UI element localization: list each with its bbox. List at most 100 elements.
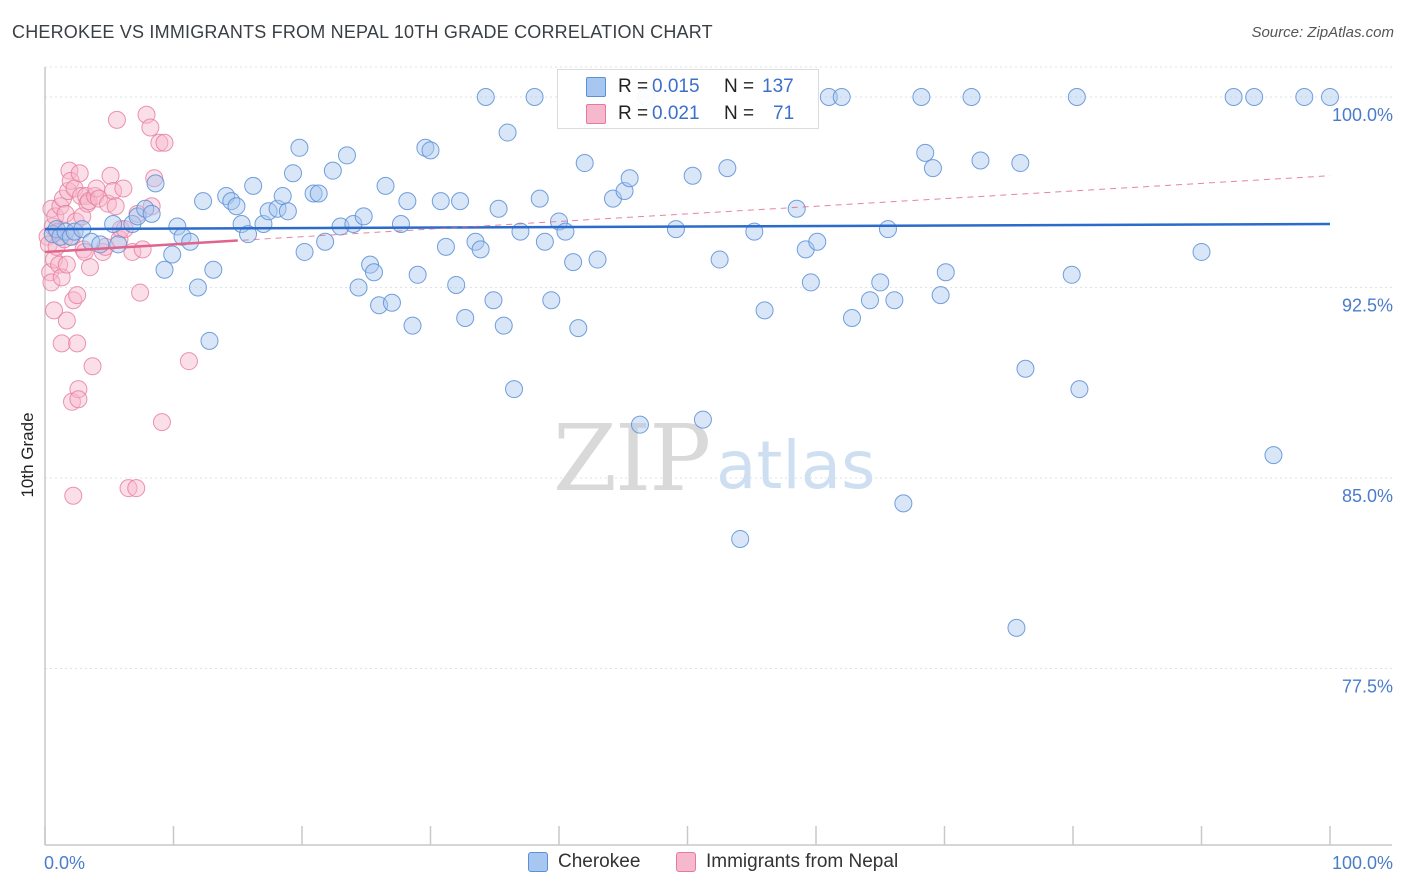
trend-lines (44, 175, 1331, 254)
cherokee-point (376, 176, 395, 195)
stats-n-label: N = (724, 103, 755, 124)
cherokee-point (630, 415, 649, 434)
legend-item-cherokee[interactable]: Cherokee (528, 851, 640, 873)
watermark-zip: ZIP (553, 405, 709, 512)
cherokee-point (337, 146, 356, 165)
y-tick-label: 77.5% (1342, 677, 1393, 697)
cherokee-point (421, 141, 440, 160)
legend-swatch-nepal (676, 852, 696, 872)
nepal-point (68, 286, 87, 305)
legend-swatch-cherokee (528, 852, 548, 872)
cherokee-point (912, 88, 931, 106)
cherokee-point (498, 123, 517, 142)
cherokee-point (349, 278, 368, 297)
cherokee-point (155, 260, 174, 279)
cherokee-point (1062, 265, 1081, 284)
stats-r-label: R = (618, 76, 649, 97)
x-tick-label-max: 100.0% (1332, 853, 1393, 873)
nepal-point (52, 334, 71, 353)
y-axis-label: 10th Grade (18, 412, 37, 498)
cherokee-point (542, 291, 561, 310)
nepal-point (57, 311, 76, 330)
nepal-point (68, 334, 87, 353)
cherokee-point (295, 242, 314, 261)
cherokee-point (1192, 242, 1211, 261)
cherokee-point (878, 220, 897, 239)
cherokee-point (801, 273, 820, 292)
nepal-point (69, 380, 88, 399)
series-nepal-points (38, 105, 198, 505)
cherokee-point (109, 235, 128, 254)
nepal-point (150, 133, 169, 152)
cherokee-point (718, 159, 737, 178)
nepal-point (127, 479, 146, 498)
cherokee-point (354, 207, 373, 226)
chart-title: CHEROKEE VS IMMIGRANTS FROM NEPAL 10TH G… (12, 22, 713, 42)
stats-n-value: 137 (762, 76, 794, 97)
y-tick-label: 85.0% (1342, 486, 1393, 506)
nepal-point (80, 258, 99, 277)
cherokee-point (168, 217, 187, 236)
cherokee-point (316, 232, 335, 251)
cherokee-point (484, 291, 503, 310)
cherokee-point (273, 187, 292, 206)
stats-n-value: 71 (773, 103, 795, 124)
cherokee-point (398, 192, 417, 211)
nepal-point (152, 413, 171, 432)
nepal-point (101, 166, 120, 185)
cherokee-point (683, 166, 702, 185)
cherokee-point (971, 151, 990, 170)
legend-item-nepal[interactable]: Immigrants from Nepal (676, 851, 898, 873)
cherokee-point (278, 202, 297, 221)
cherokee-point (489, 199, 508, 218)
source-label: Source: ZipAtlas.com (1251, 24, 1394, 41)
watermark: ZIP atlas (553, 405, 876, 512)
nepal-point (89, 189, 108, 208)
cherokee-point (431, 192, 450, 211)
nepal-point (179, 352, 198, 371)
cherokee-point (391, 215, 410, 233)
cherokee-point (530, 189, 549, 208)
cherokee-point (284, 164, 303, 183)
axes (44, 67, 1392, 846)
nepal-point (64, 486, 83, 505)
cherokee-point (550, 212, 568, 231)
cherokee-point (91, 235, 110, 254)
nepal-point (131, 283, 150, 302)
cherokee-point (666, 220, 685, 239)
cherokee-point (535, 232, 554, 251)
y-tick-label: 92.5% (1342, 296, 1393, 316)
cherokee-point (146, 174, 165, 193)
cherokee-point (1245, 88, 1264, 106)
cherokee-point (1224, 88, 1243, 106)
cherokee-point (894, 494, 913, 513)
nepal-trend-line-dashed (44, 175, 1331, 253)
cherokee-point (188, 278, 207, 297)
cherokee-point (476, 88, 495, 106)
cherokee-point (575, 154, 594, 173)
cherokee-point (309, 184, 328, 203)
cherokee-point (755, 301, 774, 320)
cherokee-point (323, 161, 342, 180)
stats-row-cherokee: R = 0.015 N = 137 (558, 74, 818, 100)
cherokee-point (819, 88, 838, 106)
cherokee-point (885, 291, 904, 310)
cherokee-point (142, 204, 161, 223)
stats-swatch-nepal (586, 104, 606, 124)
cherokee-point (447, 275, 466, 294)
cherokee-point (456, 308, 475, 327)
nepal-point (114, 179, 133, 198)
x-tick-label-min: 0.0% (44, 853, 85, 873)
stats-r-value: 0.015 (652, 76, 700, 97)
legend-label-nepal: Immigrants from Nepal (706, 851, 899, 872)
stats-row-nepal: R = 0.021 N = 71 (558, 101, 818, 127)
cherokee-point (222, 192, 241, 211)
stats-swatch-cherokee (586, 77, 606, 97)
stats-legend: R = 0.015 N = 137 R = 0.021 N = 71 (557, 69, 819, 129)
cherokee-point (620, 169, 639, 188)
cherokee-point (364, 263, 383, 282)
cherokee-point (871, 273, 890, 292)
cherokee-point (693, 410, 712, 429)
cherokee-point (304, 184, 323, 203)
